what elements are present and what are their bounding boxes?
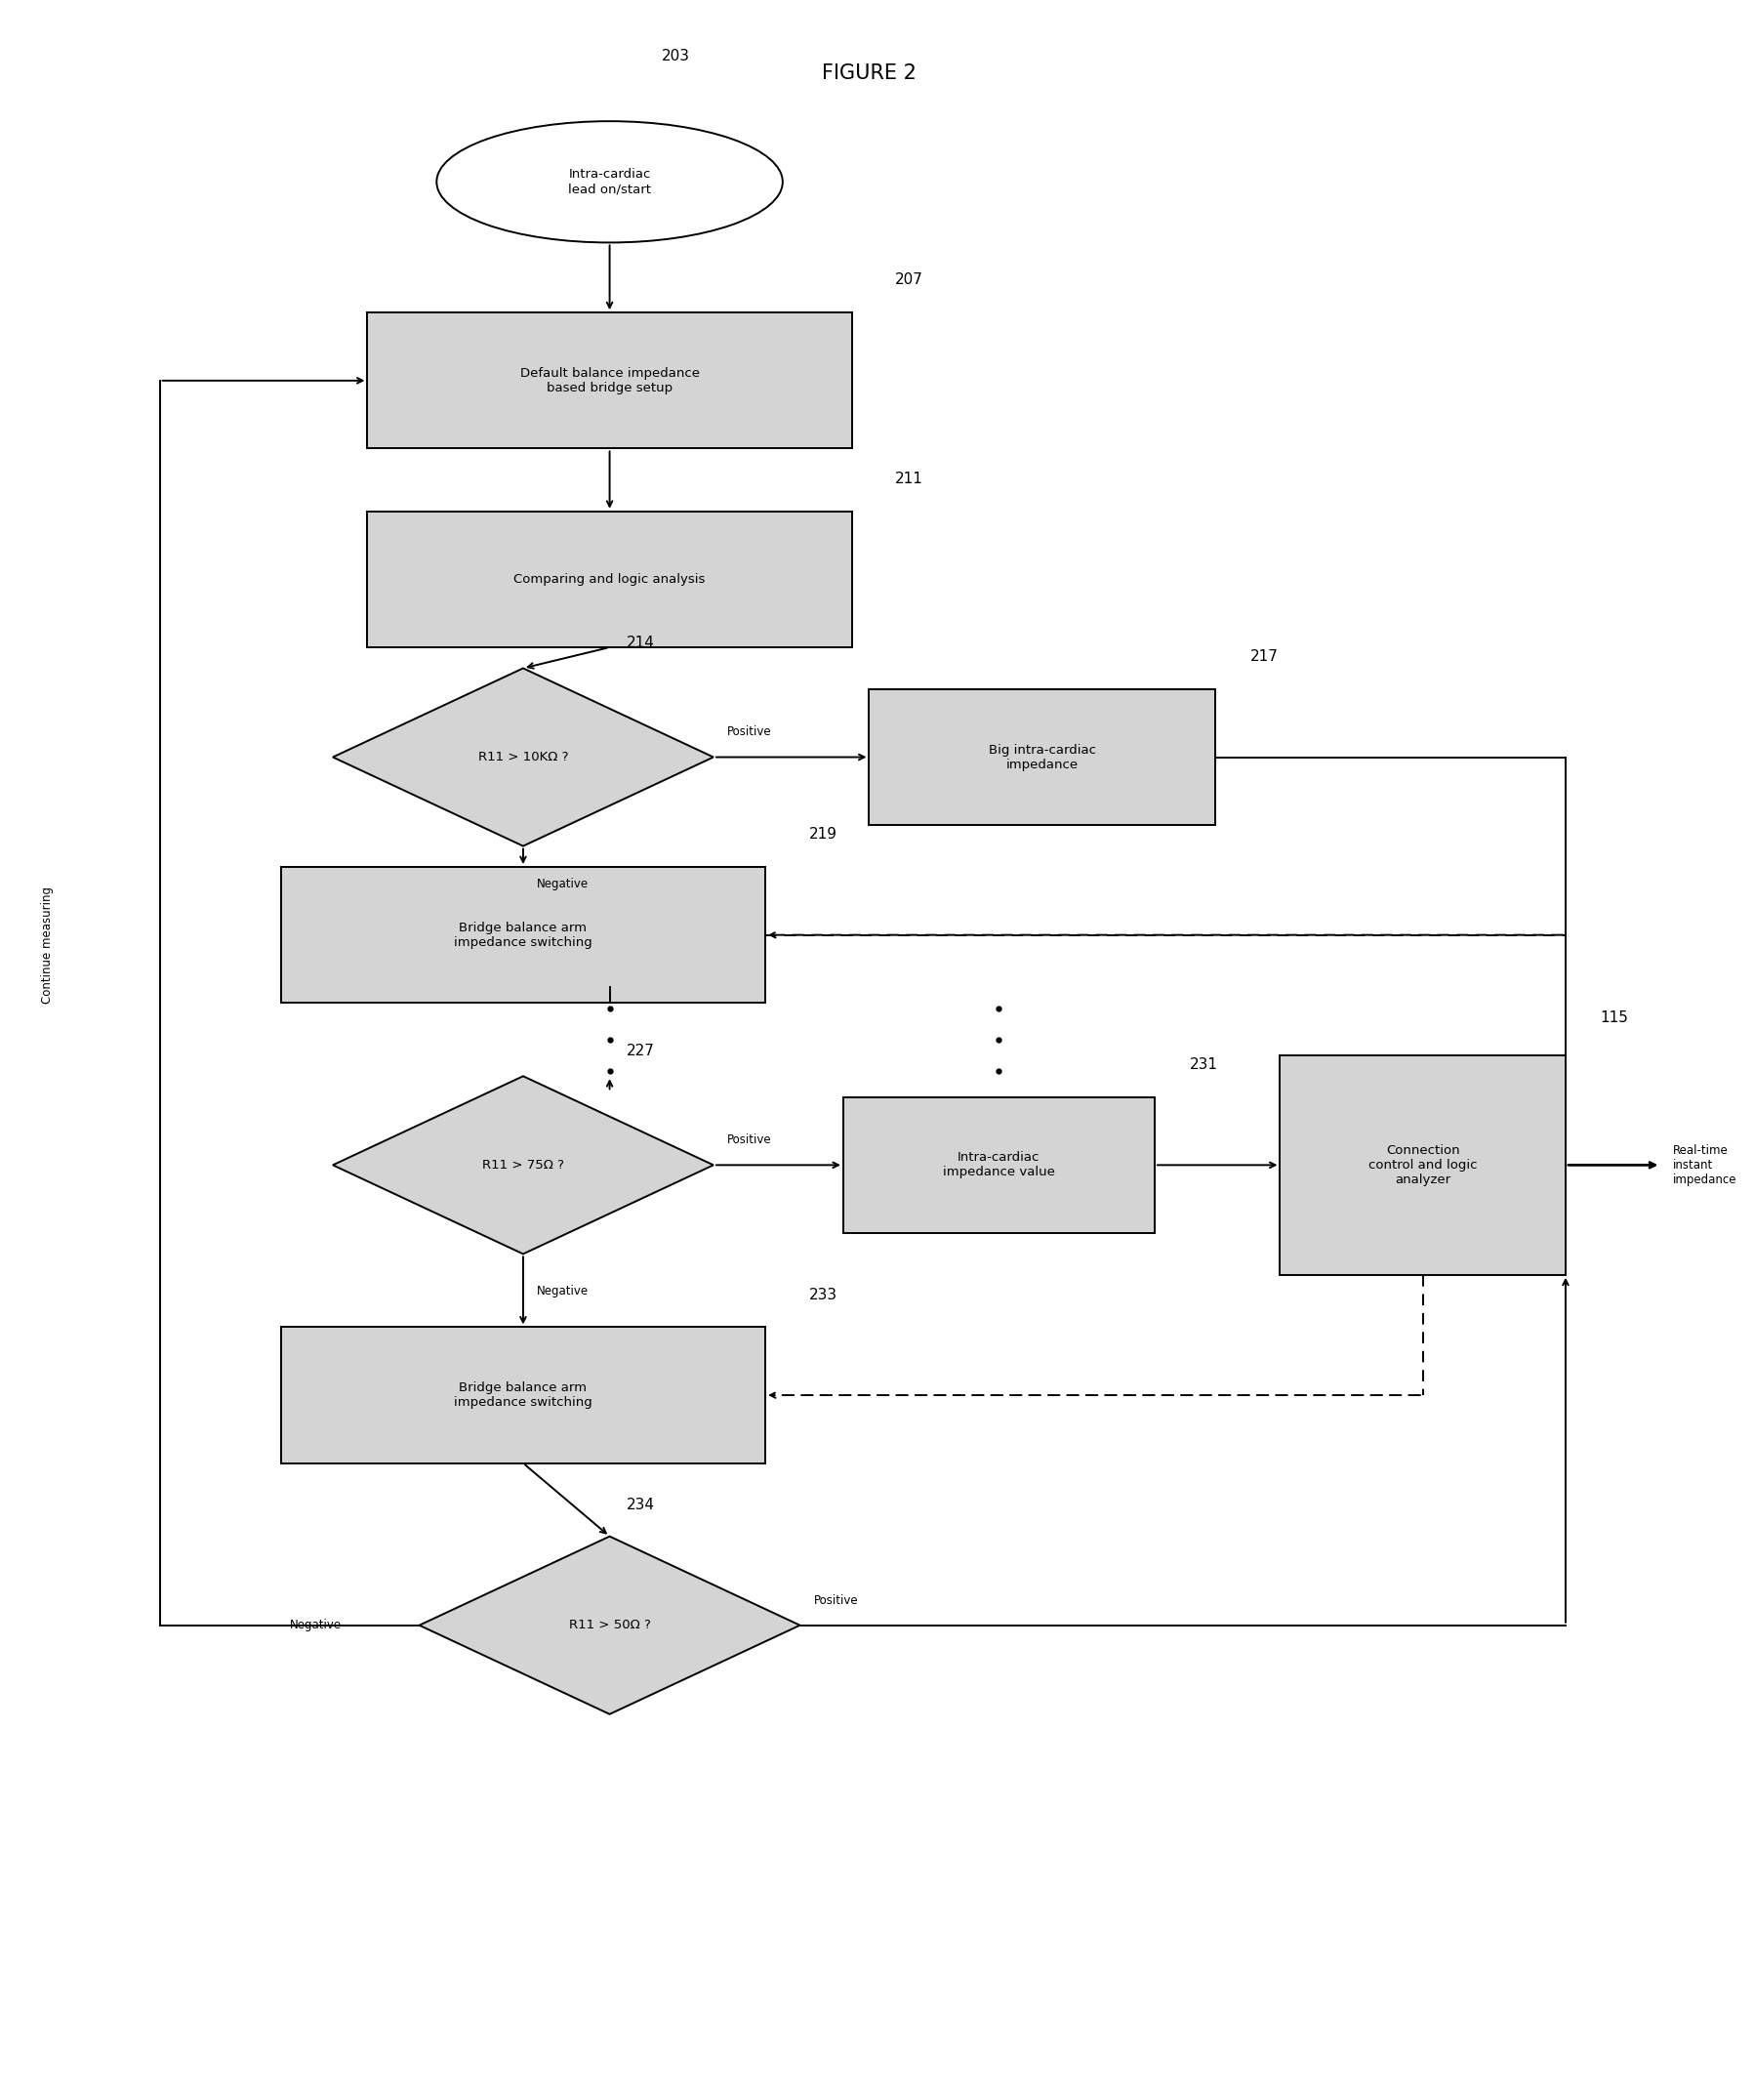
Text: Continue measuring: Continue measuring (40, 886, 54, 1004)
Text: 233: 233 (809, 1287, 837, 1302)
Text: FIGURE 2: FIGURE 2 (823, 63, 916, 82)
Text: 207: 207 (895, 273, 923, 288)
Text: Big intra-cardiac
impedance: Big intra-cardiac impedance (989, 743, 1096, 771)
FancyBboxPatch shape (1280, 1054, 1566, 1275)
Text: Negative: Negative (537, 1285, 589, 1298)
FancyBboxPatch shape (281, 867, 765, 1004)
Ellipse shape (437, 122, 782, 242)
Text: 211: 211 (895, 472, 923, 487)
Text: Bridge balance arm
impedance switching: Bridge balance arm impedance switching (454, 922, 593, 949)
Text: 217: 217 (1251, 649, 1279, 664)
Text: Positive: Positive (728, 727, 772, 739)
Text: R11 > 10KΩ ?: R11 > 10KΩ ? (479, 752, 568, 764)
Text: Connection
control and logic
analyzer: Connection control and logic analyzer (1368, 1144, 1477, 1186)
Polygon shape (333, 668, 714, 846)
Text: 203: 203 (661, 48, 689, 63)
Text: 115: 115 (1600, 1010, 1628, 1025)
Text: Negative: Negative (289, 1619, 342, 1632)
Polygon shape (333, 1075, 714, 1254)
Text: Comparing and logic analysis: Comparing and logic analysis (514, 573, 705, 586)
FancyBboxPatch shape (367, 510, 852, 647)
Text: 227: 227 (626, 1044, 656, 1058)
Text: 219: 219 (809, 827, 837, 842)
Text: 231: 231 (1189, 1056, 1217, 1071)
Text: 214: 214 (626, 636, 656, 651)
Text: R11 > 75Ω ?: R11 > 75Ω ? (482, 1159, 565, 1172)
Text: Default balance impedance
based bridge setup: Default balance impedance based bridge s… (519, 367, 700, 395)
Text: 234: 234 (626, 1497, 656, 1512)
Text: Positive: Positive (728, 1134, 772, 1147)
Text: Bridge balance arm
impedance switching: Bridge balance arm impedance switching (454, 1382, 593, 1409)
Text: Negative: Negative (537, 878, 589, 890)
FancyBboxPatch shape (367, 313, 852, 449)
Text: Intra-cardiac
lead on/start: Intra-cardiac lead on/start (568, 168, 651, 195)
Text: Intra-cardiac
impedance value: Intra-cardiac impedance value (944, 1151, 1054, 1178)
Text: R11 > 50Ω ?: R11 > 50Ω ? (568, 1619, 651, 1632)
Text: Positive: Positive (814, 1594, 858, 1606)
Text: Real-time
instant
impedance: Real-time instant impedance (1673, 1144, 1736, 1186)
FancyBboxPatch shape (870, 689, 1216, 825)
FancyBboxPatch shape (281, 1327, 765, 1464)
Polygon shape (419, 1537, 800, 1714)
FancyBboxPatch shape (844, 1096, 1154, 1233)
